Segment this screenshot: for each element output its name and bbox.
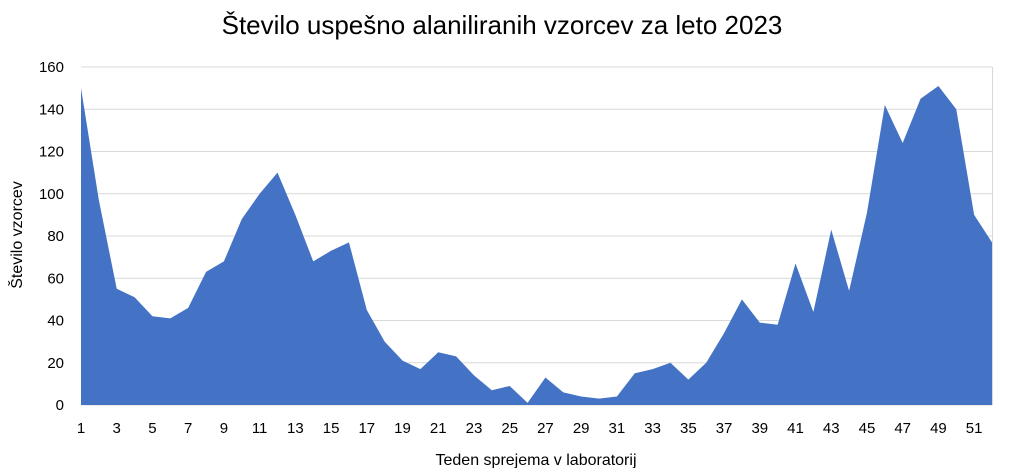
x-tick-label: 19 — [394, 420, 411, 437]
y-tick-label: 120 — [39, 144, 64, 161]
y-tick-label: 160 — [39, 59, 64, 76]
x-tick-label: 9 — [220, 420, 228, 437]
x-tick-label: 5 — [148, 420, 156, 437]
y-tick-label: 40 — [47, 313, 64, 330]
x-tick-label: 37 — [716, 420, 733, 437]
x-tick-label: 33 — [644, 420, 661, 437]
x-tick-label: 29 — [573, 420, 590, 437]
x-tick-label: 45 — [859, 420, 876, 437]
plot-area — [81, 86, 992, 405]
x-tick-label: 41 — [787, 420, 804, 437]
y-tick-label: 80 — [47, 228, 64, 245]
y-tick-label: 60 — [47, 270, 64, 287]
x-tick-label: 7 — [184, 420, 192, 437]
x-tick-label: 51 — [966, 420, 983, 437]
y-axis-title: Število vzorcev — [7, 181, 26, 289]
x-tick-label: 23 — [466, 420, 483, 437]
x-tick-label: 11 — [252, 420, 268, 437]
x-tick-label: 47 — [894, 420, 911, 437]
area-series-0 — [81, 86, 992, 405]
x-axis-ticks: 1 3 5 7 9 11 13 15 17 19 21 23 25 27 29 31 33 35 37 39 41 43 4… — [77, 420, 983, 437]
x-tick-label: 1 — [77, 420, 85, 437]
x-tick-label: 31 — [609, 420, 626, 437]
x-tick-label: 13 — [287, 420, 304, 437]
y-tick-label: 0 — [56, 397, 64, 414]
y-axis-ticks: 0 20 40 60 80 100 120 140 160 — [39, 59, 64, 414]
x-tick-label: 35 — [680, 420, 697, 437]
x-tick-label: 15 — [323, 420, 340, 437]
x-tick-label: 49 — [930, 420, 947, 437]
x-tick-label: 21 — [430, 420, 447, 437]
x-tick-label: 25 — [501, 420, 518, 437]
x-tick-label: 39 — [751, 420, 768, 437]
chart-title: Število uspešno alaniliranih vzorcev za … — [222, 10, 783, 40]
x-tick-label: 3 — [113, 420, 121, 437]
x-tick-label: 17 — [358, 420, 375, 437]
y-tick-label: 140 — [39, 101, 64, 118]
x-tick-label: 43 — [823, 420, 840, 437]
y-tick-label: 100 — [39, 186, 64, 203]
y-tick-label: 20 — [47, 355, 64, 372]
x-tick-label: 27 — [537, 420, 554, 437]
x-axis-title: Teden sprejema v laboratorij — [436, 452, 637, 468]
